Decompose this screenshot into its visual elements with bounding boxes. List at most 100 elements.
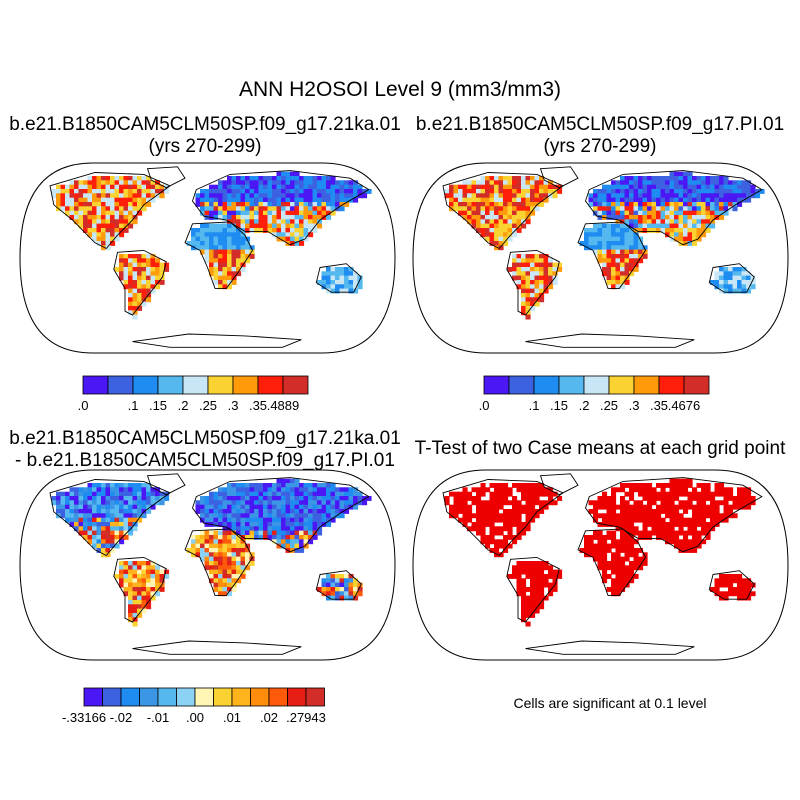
coastline-africa bbox=[184, 528, 254, 596]
colorbar-box bbox=[608, 375, 635, 395]
colorbar-box bbox=[483, 375, 510, 395]
significance-note: Cells are significant at 0.1 level bbox=[513, 695, 707, 711]
panel-title-ttest: T-Test of two Case means at each grid po… bbox=[414, 438, 786, 459]
colorbar-box bbox=[305, 687, 325, 707]
coastline-antarctica bbox=[525, 333, 695, 348]
coastline-eurasia bbox=[584, 170, 763, 246]
coastline-australia bbox=[708, 263, 755, 293]
colorbar-box bbox=[207, 375, 234, 395]
panel-title-case2: b.e21.B1850CAM5CLM50SP.f09_g17.PI.01 (yr… bbox=[400, 114, 800, 158]
map-panel-case2 bbox=[412, 162, 789, 354]
figure-title: ANN H2OSOI Level 9 (mm3/mm3) bbox=[238, 78, 562, 101]
colorbar-box bbox=[176, 687, 196, 707]
colorbar-box bbox=[213, 687, 233, 707]
colorbar-box bbox=[508, 375, 535, 395]
coastline-greenland bbox=[146, 166, 186, 189]
colorbar-case2: .0 .1 .15 .2 .25 .3 .35.4676 bbox=[479, 375, 710, 413]
colorbar-tick-label: .0 bbox=[479, 398, 490, 413]
coastline-africa bbox=[577, 528, 647, 596]
colorbar-box bbox=[287, 687, 307, 707]
colorbar-case1: .0 .1 .15 .2 .25 .3 .35.4889 bbox=[78, 375, 309, 413]
coastline-na bbox=[49, 172, 171, 250]
colorbar-box bbox=[282, 375, 309, 395]
colorbar-box bbox=[683, 375, 710, 395]
coastline-australia bbox=[708, 570, 755, 600]
coastline-sa bbox=[113, 556, 167, 623]
colorbar-tick-label: .4889 bbox=[267, 398, 300, 413]
colorbar-box bbox=[250, 687, 270, 707]
coastline-australia bbox=[315, 570, 362, 600]
colorbar-box bbox=[558, 375, 585, 395]
panel-title-case1-line1: b.e21.B1850CAM5CLM50SP.f09_g17.21ka.01 bbox=[9, 114, 401, 135]
data-cells bbox=[51, 171, 372, 320]
panel-title-difference: b.e21.B1850CAM5CLM50SP.f09_g17.21ka.01 -… bbox=[0, 428, 410, 472]
coastline-eurasia bbox=[191, 477, 370, 553]
colorbar-tick-label: .2 bbox=[579, 398, 590, 413]
colorbar-tick-label: .1 bbox=[529, 398, 540, 413]
coastline-sa bbox=[506, 249, 560, 316]
colorbar-tick-label: .35 bbox=[249, 398, 267, 413]
coastline-antarctica bbox=[132, 640, 302, 655]
colorbar-box bbox=[83, 687, 103, 707]
colorbar-tick-label: .15 bbox=[550, 398, 568, 413]
panel-title-case2-line2: (yrs 270-299) bbox=[543, 136, 657, 157]
colorbar-tick-label: .02 bbox=[260, 710, 278, 725]
colorbar-box bbox=[268, 687, 288, 707]
coastline-sa bbox=[113, 249, 167, 316]
colorbar-box bbox=[157, 687, 177, 707]
panel-title-case2-line1: b.e21.B1850CAM5CLM50SP.f09_g17.PI.01 bbox=[415, 114, 785, 135]
colorbar-tick-label: -.33166 bbox=[62, 710, 106, 725]
coastline-eurasia bbox=[191, 170, 370, 246]
colorbar-tick-label: .25 bbox=[199, 398, 217, 413]
colorbar-tick-label: .3 bbox=[629, 398, 640, 413]
colorbar-box bbox=[82, 375, 109, 395]
colorbar-box bbox=[157, 375, 184, 395]
colorbar-tick-label: -.01 bbox=[147, 710, 169, 725]
colorbar-box bbox=[231, 687, 251, 707]
colorbar-tick-label: .35 bbox=[650, 398, 668, 413]
colorbar-box bbox=[182, 375, 209, 395]
colorbar-tick-label: .4676 bbox=[668, 398, 701, 413]
colorbar-box bbox=[633, 375, 660, 395]
coastline-africa bbox=[577, 221, 647, 289]
data-cells bbox=[444, 171, 765, 320]
coastline-na bbox=[49, 479, 171, 557]
coastline-africa bbox=[184, 221, 254, 289]
coastline-sa bbox=[506, 556, 560, 623]
map-panel-case1 bbox=[19, 162, 396, 354]
panel-title-case1: b.e21.B1850CAM5CLM50SP.f09_g17.21ka.01 (… bbox=[0, 114, 410, 158]
colorbar-box bbox=[232, 375, 259, 395]
colorbar-tick-label: .2 bbox=[178, 398, 189, 413]
colorbar-tick-label: .25 bbox=[600, 398, 618, 413]
colorbar-tick-label: -.02 bbox=[110, 710, 132, 725]
colorbar-box bbox=[120, 687, 140, 707]
colorbar-box bbox=[658, 375, 685, 395]
colorbar-box bbox=[583, 375, 610, 395]
coastline-na bbox=[442, 479, 564, 557]
data-cells bbox=[444, 478, 756, 627]
colorbar-tick-label: .15 bbox=[149, 398, 167, 413]
panel-title-difference-line2: - b.e21.B1850CAM5CLM50SP.f09_g17.PI.01 bbox=[15, 450, 395, 471]
coastline-antarctica bbox=[132, 333, 302, 348]
colorbar-box bbox=[107, 375, 134, 395]
panel-title-difference-line1: b.e21.B1850CAM5CLM50SP.f09_g17.21ka.01 bbox=[9, 428, 401, 449]
colorbar-box bbox=[257, 375, 284, 395]
map-panel-ttest bbox=[412, 469, 789, 661]
coastline-australia bbox=[315, 263, 362, 293]
colorbar-tick-label: .3 bbox=[228, 398, 239, 413]
coastline-eurasia bbox=[584, 477, 763, 553]
colorbar-tick-label: .27943 bbox=[286, 710, 326, 725]
colorbar-box bbox=[194, 687, 214, 707]
colorbar-tick-label: .01 bbox=[223, 710, 241, 725]
colorbar-tick-label: .1 bbox=[128, 398, 139, 413]
colorbar-tick-label: .0 bbox=[78, 398, 89, 413]
colorbar-box bbox=[132, 375, 159, 395]
coastline-greenland bbox=[539, 473, 579, 496]
coastline-antarctica bbox=[525, 640, 695, 655]
colorbar-tick-label: .00 bbox=[186, 710, 204, 725]
panel-title-case1-line2: (yrs 270-299) bbox=[148, 136, 262, 157]
coastline-greenland bbox=[146, 473, 186, 496]
colorbar-difference: -.33166 -.02 -.01 .00 .01 .02 .27943 bbox=[62, 687, 326, 725]
map-panel-difference bbox=[19, 469, 396, 661]
